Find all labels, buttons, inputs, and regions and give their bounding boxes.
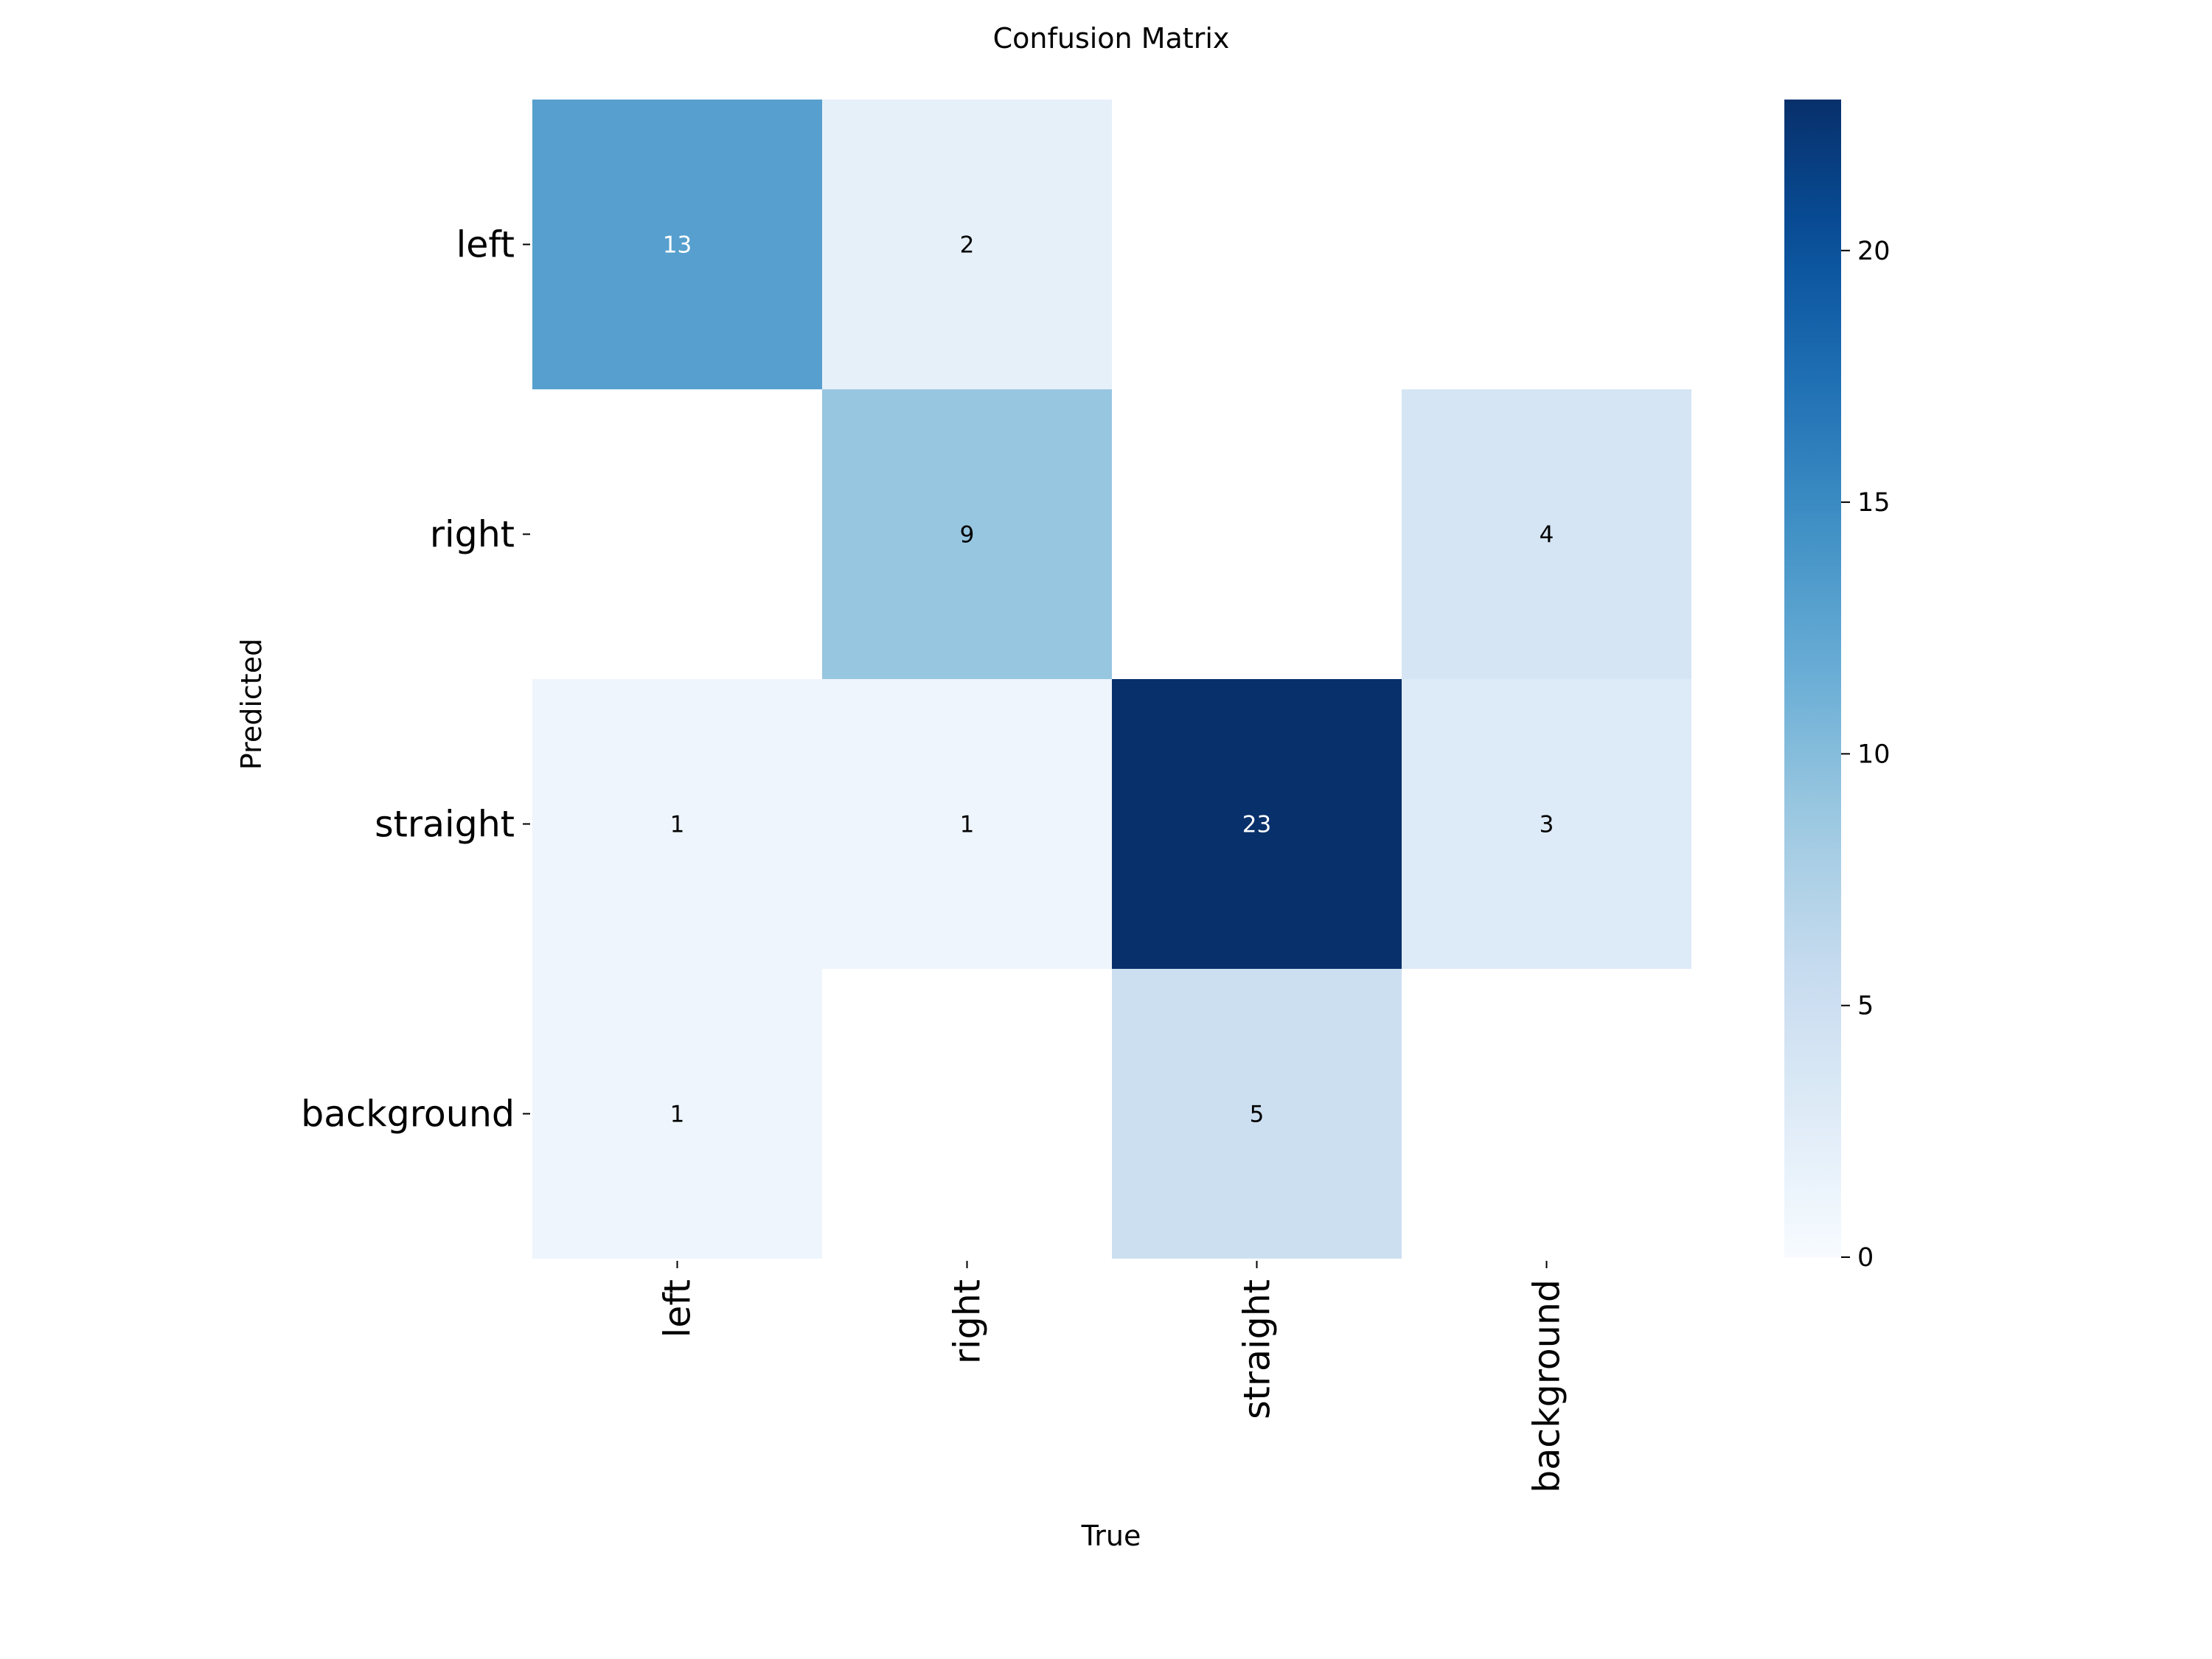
cell-value-label: 5: [1250, 1102, 1265, 1128]
cell-right-right: [822, 389, 1112, 679]
cell-value-label: 23: [1242, 812, 1271, 838]
colorbar-tick-label-20: 20: [1857, 237, 1891, 266]
x-tick-label-right: right: [947, 1279, 989, 1364]
colorbar-ticks: 0 5 10 15 20: [1841, 237, 1891, 1273]
cell-right-background: [1402, 389, 1691, 679]
y-tick-label-left: left: [456, 224, 515, 266]
x-tick-label-straight: straight: [1237, 1279, 1279, 1419]
cell-value-label: 1: [670, 1102, 685, 1128]
y-tick-labels: left right straight background: [301, 224, 530, 1135]
x-tick-labels: left right straight background: [657, 1261, 1568, 1493]
cell-straight-right: [822, 679, 1112, 969]
y-axis-label: Predicted: [235, 639, 268, 770]
cell-value-label: 9: [960, 522, 975, 549]
heatmap-cells: 13 2 9 4 1 1 23 3 1 5: [532, 100, 1691, 1259]
colorbar-tick-label-5: 5: [1857, 992, 1874, 1021]
y-tick-label-right: right: [430, 514, 515, 556]
cell-straight-left: [532, 679, 822, 969]
cell-value-label: 3: [1540, 812, 1554, 838]
x-tick-label-background: background: [1526, 1279, 1568, 1493]
x-axis-label: True: [1081, 1520, 1141, 1552]
x-tick-label-left: left: [657, 1279, 699, 1338]
cell-value-label: 4: [1540, 522, 1554, 549]
cell-value-label: 13: [663, 232, 692, 259]
y-tick-label-straight: straight: [375, 804, 515, 846]
cell-value-label: 1: [670, 812, 685, 838]
cell-value-label: 1: [960, 812, 975, 838]
cell-value-label: 2: [960, 232, 975, 259]
cell-background-left: [532, 969, 822, 1259]
colorbar: [1784, 100, 1841, 1257]
y-tick-label-background: background: [301, 1093, 515, 1135]
colorbar-tick-label-15: 15: [1857, 488, 1891, 518]
cell-straight-background: [1402, 679, 1691, 969]
colorbar-tick-label-10: 10: [1857, 740, 1891, 769]
cell-left-right: [822, 100, 1112, 389]
cell-background-straight: [1112, 969, 1402, 1259]
chart-title: Confusion Matrix: [993, 22, 1230, 55]
cell-left-left: [532, 100, 822, 389]
colorbar-tick-label-0: 0: [1857, 1243, 1874, 1273]
cell-straight-straight: [1112, 679, 1402, 969]
